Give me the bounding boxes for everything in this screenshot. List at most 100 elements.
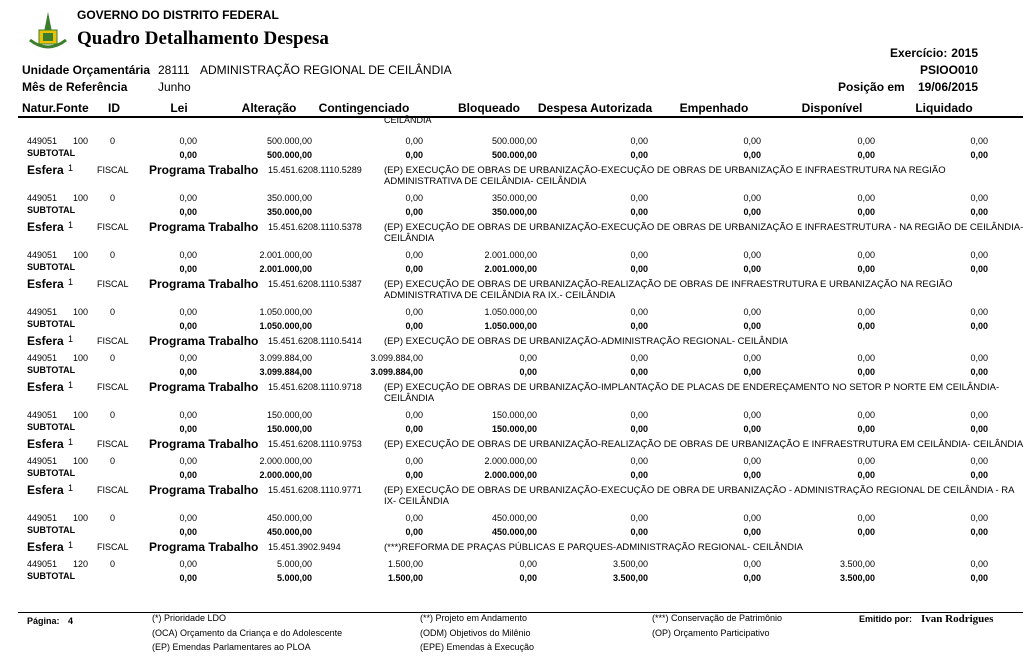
subtotal-label: SUBTOTAL bbox=[27, 148, 76, 158]
mes-label: Mês de Referência bbox=[22, 80, 128, 94]
description: (EP) EXECUÇÃO DE OBRAS DE URBANIZAÇÃO-AD… bbox=[384, 336, 788, 347]
subtotal-value: 0,00 bbox=[179, 321, 197, 331]
cell-value: 0,00 bbox=[405, 456, 423, 466]
esfera: 1 bbox=[68, 163, 74, 173]
esfera-label: Esfera bbox=[27, 483, 64, 497]
esfera-label: Esfera bbox=[27, 277, 64, 291]
subtotal-value: 0,00 bbox=[630, 367, 648, 377]
legend-item: (OP) Orçamento Participativo bbox=[652, 627, 770, 638]
fonte: 120 bbox=[73, 559, 89, 569]
subtotal-value: 0,00 bbox=[743, 573, 761, 583]
subtotal-label: SUBTOTAL bbox=[27, 468, 76, 478]
cell-value: 0,00 bbox=[743, 136, 761, 146]
cell-value: 0,00 bbox=[857, 136, 875, 146]
natureza: 449051 bbox=[27, 456, 58, 466]
cell-value: 0,00 bbox=[405, 307, 423, 317]
subtotal-value: 0,00 bbox=[743, 424, 761, 434]
esfera-label: Esfera bbox=[27, 540, 64, 554]
cell-value: 2.000.000,00 bbox=[259, 456, 312, 466]
cell-value: 0,00 bbox=[630, 307, 648, 317]
cell-value: 150.000,00 bbox=[266, 410, 312, 420]
cell-value: 0,00 bbox=[179, 559, 197, 569]
subtotal-value: 150.000,00 bbox=[491, 424, 537, 434]
mes: Junho bbox=[158, 80, 191, 94]
subtotal-value: 2.000.000,00 bbox=[484, 470, 537, 480]
tipo: FISCAL bbox=[97, 485, 129, 495]
cell-value: 0,00 bbox=[857, 353, 875, 363]
cell-value: 0,00 bbox=[857, 513, 875, 523]
subtotal-value: 1.050.000,00 bbox=[484, 321, 537, 331]
id: 0 bbox=[110, 193, 116, 203]
fonte: 100 bbox=[73, 307, 89, 317]
description: (EP) EXECUÇÃO DE OBRAS DE URBANIZAÇÃO-RE… bbox=[384, 439, 1024, 450]
emitido: Ivan Rodrigues bbox=[921, 613, 994, 625]
cell-value: 0,00 bbox=[743, 513, 761, 523]
subtotal-value: 0,00 bbox=[179, 470, 197, 480]
subtotal-value: 0,00 bbox=[405, 321, 423, 331]
programa-label: Programa Trabalho bbox=[149, 334, 259, 348]
id: 0 bbox=[110, 559, 116, 569]
programa-code: 15.451.3902.9494 bbox=[268, 542, 341, 552]
subtotal-label: SUBTOTAL bbox=[27, 365, 76, 375]
cell-value: 0,00 bbox=[179, 353, 197, 363]
cell-value: 0,00 bbox=[970, 559, 988, 569]
legend-item: (EPE) Emendas à Execução bbox=[420, 642, 535, 652]
subtotal-value: 0,00 bbox=[405, 264, 423, 274]
esfera-label: Esfera bbox=[27, 380, 64, 394]
subtotal-value: 0,00 bbox=[630, 424, 648, 434]
cell-value: 0,00 bbox=[630, 456, 648, 466]
programa-code: 15.451.6208.1110.9753 bbox=[268, 439, 362, 449]
subtotal-value: 0,00 bbox=[970, 424, 988, 434]
subtotal-value: 0,00 bbox=[970, 367, 988, 377]
cell-value: 450.000,00 bbox=[266, 513, 312, 523]
natureza: 449051 bbox=[27, 136, 58, 146]
column-header: Fonte bbox=[56, 101, 89, 115]
cell-value: 0,00 bbox=[179, 410, 197, 420]
fonte: 100 bbox=[73, 456, 89, 466]
natureza: 449051 bbox=[27, 250, 58, 260]
cell-value: 0,00 bbox=[630, 410, 648, 420]
cell-value: 1.500,00 bbox=[387, 559, 423, 569]
description: (EP) EXECUÇÃO DE OBRAS DE URBANIZAÇÃO-IM… bbox=[384, 382, 1000, 404]
esfera: 1 bbox=[68, 380, 74, 390]
natureza: 449051 bbox=[27, 410, 58, 420]
cell-value: 0,00 bbox=[405, 193, 423, 203]
cell-value: 0,00 bbox=[179, 307, 197, 317]
programa-code: 15.451.6208.1110.5387 bbox=[268, 279, 362, 289]
report-title: Quadro Detalhamento Despesa bbox=[77, 28, 329, 49]
column-header: Lei bbox=[170, 101, 188, 115]
subtotal-value: 0,00 bbox=[630, 264, 648, 274]
cell-value: 0,00 bbox=[630, 353, 648, 363]
description: (EP) EXECUÇÃO DE OBRAS DE URBANIZAÇÃO-EX… bbox=[384, 165, 946, 187]
tipo: FISCAL bbox=[97, 439, 129, 449]
cell-value: 0,00 bbox=[857, 456, 875, 466]
subtotal-value: 0,00 bbox=[630, 527, 648, 537]
programa-label: Programa Trabalho bbox=[149, 540, 259, 554]
cell-value: 0,00 bbox=[630, 193, 648, 203]
unidade-code: 28111 bbox=[158, 63, 190, 77]
subtotal-value: 450.000,00 bbox=[491, 527, 537, 537]
header-rule bbox=[18, 116, 1023, 118]
cell-value: 0,00 bbox=[743, 193, 761, 203]
subtotal-value: 2.000.000,00 bbox=[259, 470, 312, 480]
posicao-label: Posição em bbox=[838, 80, 905, 94]
id: 0 bbox=[110, 307, 116, 317]
subtotal-value: 0,00 bbox=[743, 470, 761, 480]
legend-item: (OCA) Orçamento da Criança e do Adolesce… bbox=[152, 627, 343, 638]
natureza: 449051 bbox=[27, 559, 58, 569]
subtotal-value: 350.000,00 bbox=[491, 207, 537, 217]
cell-value: 0,00 bbox=[743, 307, 761, 317]
cell-value: 0,00 bbox=[743, 250, 761, 260]
cell-value: 0,00 bbox=[970, 410, 988, 420]
subtotal-value: 0,00 bbox=[630, 150, 648, 160]
subtotal-label: SUBTOTAL bbox=[27, 319, 76, 329]
subtotal-value: 1.500,00 bbox=[387, 573, 423, 583]
cell-value: 0,00 bbox=[179, 136, 197, 146]
cell-value: 500.000,00 bbox=[491, 136, 537, 146]
esfera-label: Esfera bbox=[27, 163, 64, 177]
subtotal-value: 0,00 bbox=[857, 470, 875, 480]
esfera-label: Esfera bbox=[27, 334, 64, 348]
government: GOVERNO DO DISTRITO FEDERAL bbox=[77, 8, 279, 22]
cell-value: 0,00 bbox=[630, 513, 648, 523]
